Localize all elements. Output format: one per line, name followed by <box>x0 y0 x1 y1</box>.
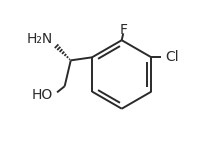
Text: H₂N: H₂N <box>26 32 52 46</box>
Text: Cl: Cl <box>165 50 179 64</box>
Text: F: F <box>119 22 127 37</box>
Text: HO: HO <box>31 88 52 102</box>
